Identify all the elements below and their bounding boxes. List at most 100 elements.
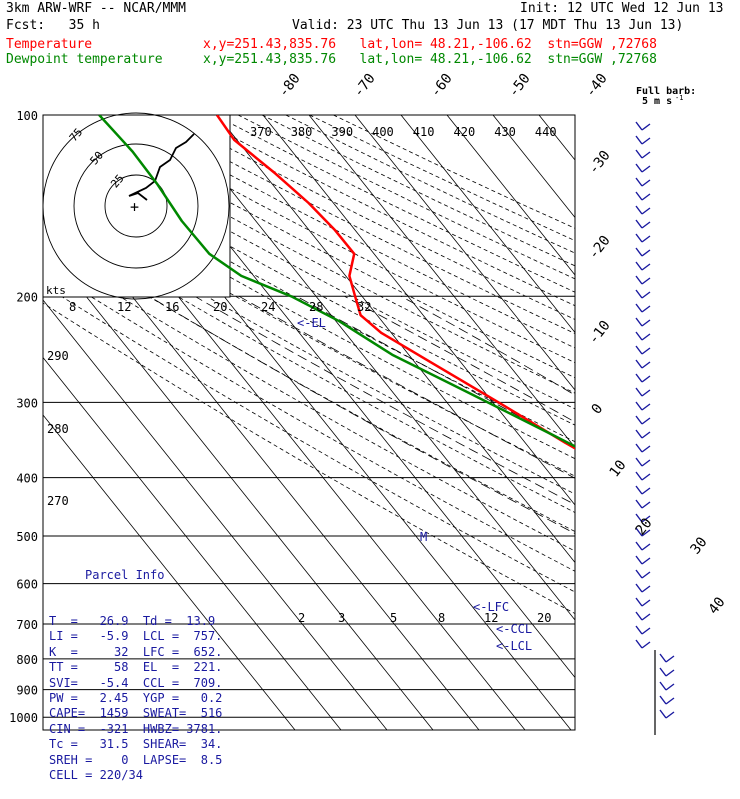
wind-barb-flag	[642, 502, 650, 508]
temperature-tick-label: -80	[276, 71, 304, 101]
wind-barb-flag	[642, 474, 650, 480]
temperature-tick-label: 20	[633, 515, 656, 538]
wind-barb-flag	[642, 600, 650, 606]
dry-adiabat	[214, 115, 740, 728]
wind-barb-flag	[642, 404, 650, 410]
wind-barb	[660, 710, 666, 718]
temperature-tick-label: -50	[506, 71, 534, 101]
wind-barb	[636, 220, 642, 228]
wind-barb	[636, 346, 642, 354]
wind-barb-flag	[642, 642, 650, 648]
wind-barb-flag	[642, 334, 650, 340]
wind-barb-flag	[642, 180, 650, 186]
wind-barb	[636, 584, 642, 592]
temperature-tick-label: 40	[706, 594, 729, 617]
dry-adiabat	[191, 115, 740, 728]
mixing-ratio-bottom-label: 20	[537, 611, 551, 625]
wind-barb-flag	[642, 152, 650, 158]
wind-barb	[636, 430, 642, 438]
temperature-tick-label: -40	[583, 71, 611, 101]
wind-barb-flag	[642, 446, 650, 452]
isotherm	[217, 115, 709, 730]
wind-barb	[636, 570, 642, 578]
hodograph-units: kts	[46, 284, 66, 297]
theta-e-left-label: 270	[47, 494, 69, 508]
wind-barb-flag	[642, 138, 650, 144]
temperature-tick-label: 30	[688, 534, 711, 557]
wind-barb	[636, 416, 642, 424]
theta-e-label: 370	[250, 125, 272, 139]
wind-barb-flag	[642, 264, 650, 270]
wind-barb-flag	[666, 684, 674, 690]
dry-adiabat	[167, 115, 740, 728]
theta-e-label: 440	[535, 125, 557, 139]
wind-barb	[636, 640, 642, 648]
isotherm	[447, 115, 740, 730]
wind-barb	[636, 332, 642, 340]
pressure-tick-label: 900	[16, 684, 38, 698]
wind-barb-flag	[642, 432, 650, 438]
parcel-info-row: CIN = -321 HWBZ= 3781.	[43, 722, 228, 737]
wind-barb-flag	[642, 488, 650, 494]
wind-barb	[636, 136, 642, 144]
wind-barb-flag	[642, 208, 650, 214]
moist-adiabat	[401, 296, 740, 730]
wind-barb-flag	[642, 628, 650, 634]
isotherm	[309, 115, 740, 730]
wind-barb	[636, 486, 642, 494]
pressure-tick-label: 800	[16, 653, 38, 667]
pressure-tick-label: 700	[16, 618, 38, 632]
wind-barb-flag	[666, 712, 674, 718]
pressure-tick-label: 300	[16, 396, 38, 410]
mixing-ratio-bottom-label: 5	[390, 611, 397, 625]
isotherm	[401, 115, 740, 730]
wind-barb-flag	[666, 656, 674, 662]
barb-legend-unit-exponent: -1	[675, 94, 683, 102]
isotherm	[171, 115, 663, 730]
wind-barb	[636, 542, 642, 550]
wind-barb	[660, 682, 666, 690]
pressure-tick-label: 500	[16, 530, 38, 544]
theta-e-label: 420	[454, 125, 476, 139]
wind-barb-flag	[642, 194, 650, 200]
theta-e-label: 400	[372, 125, 394, 139]
wind-barb	[636, 178, 642, 186]
temperature-tick-label: -70	[351, 71, 379, 101]
wind-barb-flag	[642, 390, 650, 396]
mixing-ratio-top-label: 8	[69, 300, 76, 314]
wind-barb-flag	[642, 222, 650, 228]
wind-barb-flag	[642, 544, 650, 550]
mixing-ratio-top-label: 24	[261, 300, 275, 314]
parcel-info-title: Parcel Info	[43, 568, 228, 583]
mixing-ratio-bottom-label: 8	[438, 611, 445, 625]
parcel-level-marker: M	[420, 530, 427, 544]
wind-barb-flag	[642, 586, 650, 592]
isotherm	[631, 115, 740, 730]
wind-barb	[636, 360, 642, 368]
wind-barb-flag	[642, 306, 650, 312]
mixing-ratio-bottom-label: 3	[338, 611, 345, 625]
wind-barb	[660, 696, 666, 704]
theta-e-left-label: 290	[47, 349, 69, 363]
wind-barb	[636, 290, 642, 298]
parcel-level-marker: <-LFC	[473, 600, 509, 614]
wind-barb	[636, 276, 642, 284]
wind-barb-flag	[642, 376, 650, 382]
wind-barb-flag	[666, 698, 674, 704]
wind-barb	[636, 402, 642, 410]
temperature-tick-label: -10	[586, 318, 614, 348]
parcel-info-row: LI = -5.9 LCL = 757.	[43, 629, 228, 644]
wind-barb-flag	[642, 166, 650, 172]
wind-barb	[636, 444, 642, 452]
isotherm	[677, 115, 740, 730]
theta-e-label: 410	[413, 125, 435, 139]
isotherm	[585, 115, 740, 730]
wind-barb	[636, 234, 642, 242]
parcel-info-row: CELL = 220/34	[43, 768, 228, 783]
isotherm	[355, 115, 740, 730]
temperature-tick-label: 10	[607, 457, 630, 480]
mixing-ratio-top-label: 12	[117, 300, 131, 314]
parcel-info-row: SREH = 0 LAPSE= 8.5	[43, 753, 228, 768]
pressure-tick-label: 400	[16, 472, 38, 486]
